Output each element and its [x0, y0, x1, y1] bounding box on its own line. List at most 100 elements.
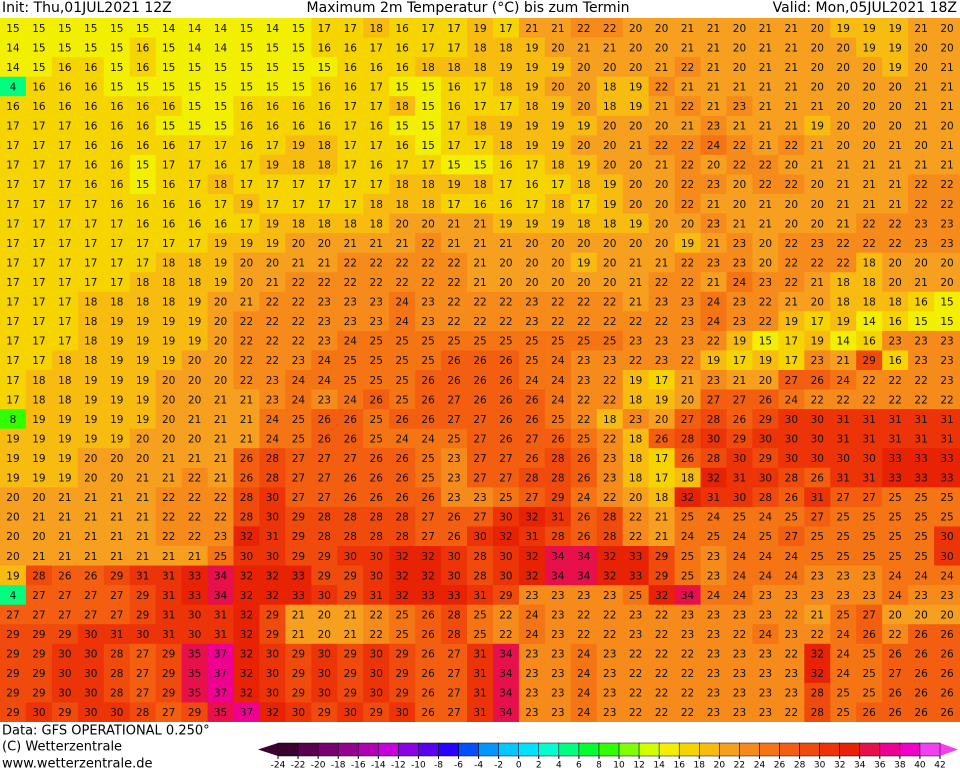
- temperature-cell: [700, 154, 727, 175]
- temperature-cell: [25, 350, 53, 371]
- temperature-value: 15: [240, 81, 253, 93]
- temperature-value: 29: [136, 590, 149, 602]
- temperature-value: 18: [837, 297, 850, 309]
- temperature-value: 24: [837, 668, 851, 680]
- temperature-value: 22: [681, 140, 694, 152]
- temperature-value: 18: [473, 62, 486, 74]
- temperature-cell: [0, 233, 27, 254]
- temperature-cell: [778, 194, 805, 215]
- temperature-value: 17: [473, 101, 486, 113]
- temperature-value: 24: [733, 570, 747, 582]
- temperature-value: 31: [136, 570, 149, 582]
- temperature-value: 22: [447, 316, 460, 328]
- temperature-value: 15: [110, 42, 123, 54]
- temperature-value: 29: [655, 551, 668, 563]
- temperature-cell: [415, 37, 442, 58]
- temperature-cell: [441, 272, 468, 293]
- temperature-cell: [129, 76, 157, 97]
- temperature-value: 19: [811, 336, 824, 348]
- temperature-value: 24: [940, 570, 954, 582]
- temperature-value: 31: [370, 590, 383, 602]
- temperature-value: 16: [188, 199, 202, 211]
- temperature-value: 22: [811, 629, 824, 641]
- temperature-cell: [415, 233, 442, 254]
- temperature-value: 22: [837, 394, 850, 406]
- temperature-value: 32: [395, 570, 408, 582]
- temperature-value: 34: [214, 590, 228, 602]
- temperature-value: 30: [473, 531, 486, 543]
- temperature-value: 17: [6, 121, 19, 133]
- temperature-cell: [25, 194, 53, 215]
- temperature-cell: [0, 115, 27, 136]
- temperature-cell: [311, 57, 338, 78]
- temperature-cell: [155, 252, 183, 273]
- temperature-value: 17: [32, 316, 45, 328]
- temperature-value: 22: [759, 179, 772, 191]
- temperature-value: 21: [577, 42, 590, 54]
- temperature-cell: [337, 311, 364, 332]
- temperature-value: 18: [577, 218, 590, 230]
- temperature-cell: [648, 115, 676, 136]
- temperature-value: 15: [421, 81, 434, 93]
- temperature-value: 15: [395, 121, 408, 133]
- temperature-value: 20: [551, 81, 564, 93]
- temperature-value: 22: [655, 668, 668, 680]
- temperature-value: 22: [577, 414, 590, 426]
- temperature-value: 30: [266, 551, 279, 563]
- temperature-cell: [0, 96, 27, 117]
- temperature-cell: [389, 194, 416, 215]
- temperature-cell: [233, 76, 260, 97]
- temperature-value: 18: [136, 277, 149, 289]
- temperature-value: 20: [525, 238, 538, 250]
- temperature-value: 31: [214, 629, 227, 641]
- temperature-value: 23: [525, 707, 538, 719]
- temperature-value: 17: [447, 121, 460, 133]
- temperature-cell: [518, 174, 546, 195]
- temperature-value: 20: [499, 257, 512, 269]
- temperature-value: 30: [811, 453, 824, 465]
- temperature-value: 33: [447, 590, 460, 602]
- temperature-value: 19: [214, 277, 227, 289]
- temperature-value: 19: [603, 199, 616, 211]
- temperature-value: 27: [58, 590, 71, 602]
- temperature-cell: [259, 194, 286, 215]
- temperature-cell: [908, 272, 935, 293]
- temperature-value: 19: [110, 433, 123, 445]
- temperature-cell: [752, 18, 779, 39]
- temperature-cell: [908, 311, 935, 332]
- temperature-cell: [908, 291, 935, 312]
- temperature-cell: [752, 291, 779, 312]
- temperature-value: 21: [785, 81, 798, 93]
- temperature-cell: [337, 330, 364, 351]
- temperature-value: 23: [551, 590, 564, 602]
- temperature-value: 19: [110, 414, 123, 426]
- temperature-value: 23: [577, 590, 590, 602]
- temperature-cell: [570, 330, 598, 351]
- temperature-value: 16: [395, 23, 409, 35]
- temperature-value: 15: [266, 42, 279, 54]
- temperature-value: 21: [344, 629, 357, 641]
- temperature-cell: [363, 311, 390, 332]
- temperature-value: 26: [473, 394, 487, 406]
- temperature-cell: [259, 37, 286, 58]
- temperature-cell: [337, 57, 364, 78]
- temperature-cell: [700, 18, 727, 39]
- temperature-value: 26: [344, 414, 358, 426]
- temperature-cell: [570, 311, 598, 332]
- temperature-cell: [726, 194, 753, 215]
- temperature-value: 20: [863, 140, 876, 152]
- temperature-cell: [492, 311, 520, 332]
- temperature-value: 23: [525, 316, 538, 328]
- temperature-value: 33: [914, 453, 927, 465]
- temperature-value: 20: [940, 121, 953, 133]
- temperature-value: 21: [84, 531, 97, 543]
- temperature-value: 24: [759, 570, 773, 582]
- temperature-cell: [129, 291, 157, 312]
- temperature-value: 29: [292, 551, 305, 563]
- temperature-value: 32: [266, 590, 279, 602]
- temperature-value: 16: [292, 121, 306, 133]
- temperature-value: 15: [162, 42, 175, 54]
- temperature-value: 16: [344, 81, 358, 93]
- temperature-cell: [415, 252, 442, 273]
- temperature-value: 22: [863, 218, 876, 230]
